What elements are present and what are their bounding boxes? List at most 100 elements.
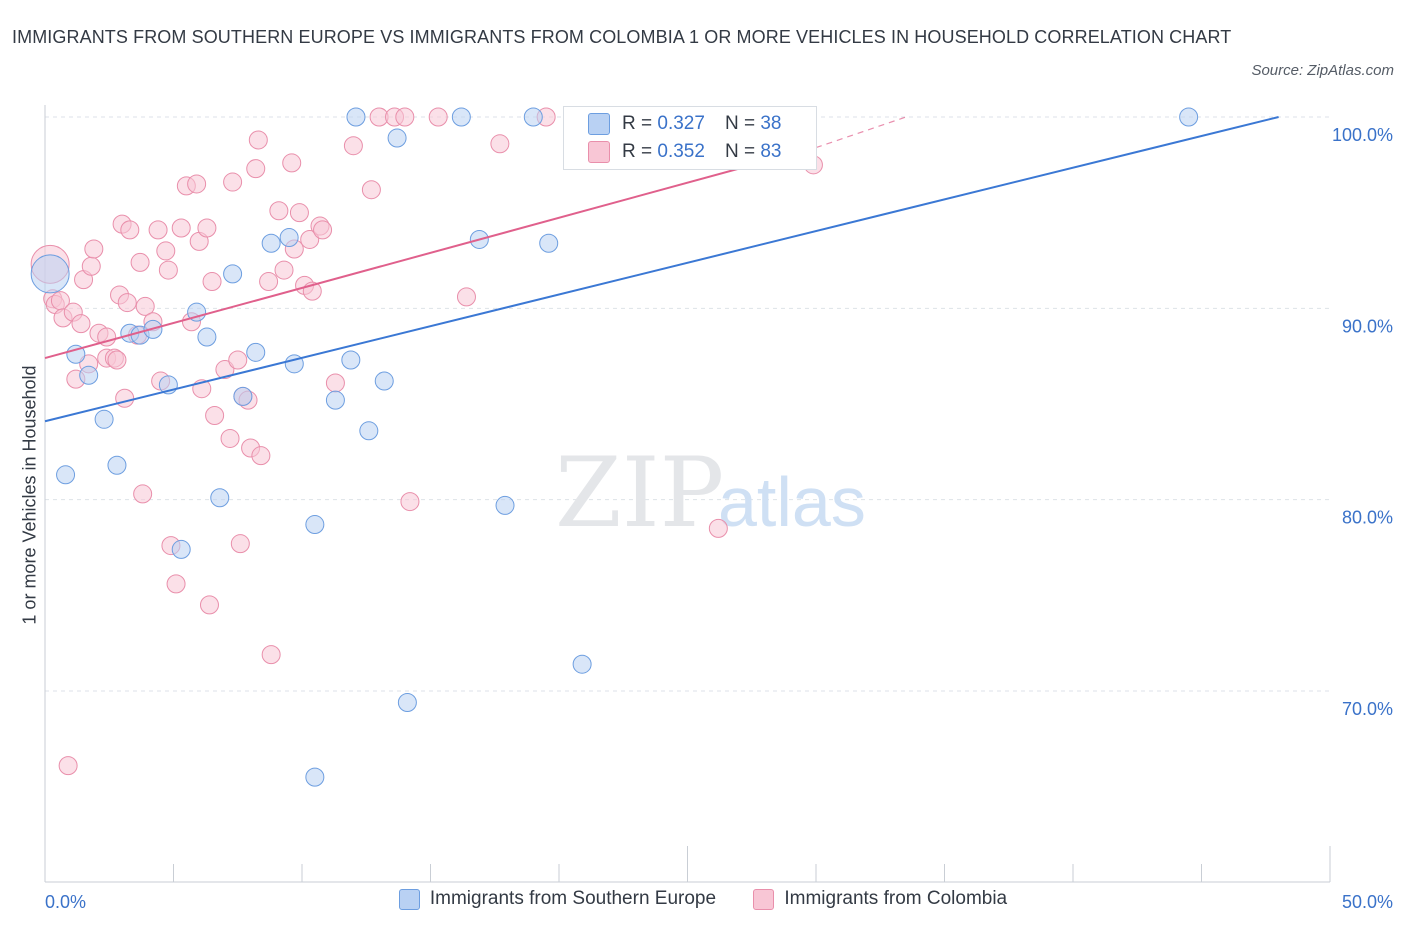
legend-swatch-blue xyxy=(398,888,420,910)
point-colombia xyxy=(202,272,222,292)
axes xyxy=(44,105,1331,883)
point-southern-europe xyxy=(397,692,417,712)
point-colombia xyxy=(400,492,420,512)
legend-item-southern-europe[interactable]: Immigrants from Southern Europe xyxy=(398,888,717,910)
y-tick-label: 100.0% xyxy=(1332,125,1393,145)
point-colombia xyxy=(223,172,243,192)
point-colombia xyxy=(228,350,248,370)
point-colombia xyxy=(456,287,476,307)
stats-n-label: N = xyxy=(724,113,756,134)
watermark: ZIP atlas xyxy=(555,437,866,549)
tick-labels: 100.0% 90.0% 80.0% 70.0% 0.0% 50.0% xyxy=(45,125,1393,912)
point-southern-europe xyxy=(279,228,299,248)
stats-r-label: R = xyxy=(622,113,653,134)
point-colombia xyxy=(120,220,140,240)
point-colombia xyxy=(133,484,153,504)
point-colombia xyxy=(313,220,333,240)
stats-box: R = 0.327 N = 38 R = 0.352 N = 83 xyxy=(563,106,817,170)
legend: Immigrants from Southern Europe Immigran… xyxy=(0,888,1406,916)
x-tick-label: 0.0% xyxy=(45,892,86,912)
stats-r-label: R = xyxy=(622,141,653,162)
point-southern-europe xyxy=(305,767,325,787)
point-southern-europe xyxy=(94,409,114,429)
point-colombia xyxy=(325,373,345,393)
point-colombia xyxy=(71,314,91,334)
point-colombia xyxy=(215,360,235,380)
point-colombia xyxy=(199,595,219,615)
point-southern-europe xyxy=(223,264,243,284)
y-tick-label: 90.0% xyxy=(1342,316,1393,336)
point-colombia xyxy=(261,645,281,665)
point-southern-europe xyxy=(374,371,394,391)
point-colombia xyxy=(251,446,271,466)
point-colombia xyxy=(708,518,728,538)
point-colombia xyxy=(428,107,448,127)
watermark-zip: ZIP xyxy=(555,437,724,549)
point-southern-europe xyxy=(325,390,345,410)
trendline-colombia xyxy=(44,146,817,360)
point-southern-europe xyxy=(359,421,379,441)
point-colombia xyxy=(220,428,240,448)
point-colombia xyxy=(395,107,415,127)
stats-swatch-blue xyxy=(588,113,610,135)
point-colombia xyxy=(205,405,225,425)
point-southern-europe xyxy=(451,107,471,127)
legend-item-colombia[interactable]: Immigrants from Colombia xyxy=(753,888,1007,910)
stats-r-value: 0.327 xyxy=(657,113,705,134)
point-colombia xyxy=(156,241,176,261)
point-colombia xyxy=(115,388,135,408)
point-southern-europe xyxy=(233,386,253,406)
legend-label: Immigrants from Southern Europe xyxy=(429,888,717,909)
y-axis-label: 1 or more Vehicles in Household xyxy=(19,365,40,625)
point-colombia xyxy=(135,296,155,316)
point-southern-europe xyxy=(1179,107,1199,127)
point-southern-europe xyxy=(210,488,230,508)
point-colombia xyxy=(84,239,104,259)
stats-n-label: N = xyxy=(724,141,756,162)
point-southern-europe xyxy=(187,302,207,322)
point-southern-europe xyxy=(107,455,127,475)
stats-row-colombia: R = 0.352 N = 83 xyxy=(564,138,816,166)
x-tick-label: 50.0% xyxy=(1342,892,1393,912)
legend-label: Immigrants from Colombia xyxy=(784,888,1008,909)
point-southern-europe xyxy=(341,350,361,370)
y-tick-label: 80.0% xyxy=(1342,508,1393,528)
point-colombia xyxy=(158,260,178,280)
trendline-colombia-extension xyxy=(815,116,907,149)
point-colombia xyxy=(230,534,250,554)
y-tick-label: 70.0% xyxy=(1342,699,1393,719)
point-southern-europe xyxy=(171,539,191,559)
stats-row-southern-europe: R = 0.327 N = 38 xyxy=(564,110,816,138)
point-southern-europe xyxy=(305,515,325,535)
point-colombia xyxy=(259,272,279,292)
point-colombia xyxy=(58,756,78,776)
point-southern-europe xyxy=(539,233,559,253)
point-colombia xyxy=(130,252,150,272)
point-southern-europe xyxy=(346,107,366,127)
point-southern-europe xyxy=(246,342,266,362)
stats-n-value: 38 xyxy=(760,113,782,134)
point-southern-europe xyxy=(572,654,592,674)
point-colombia xyxy=(81,256,101,276)
point-southern-europe xyxy=(523,107,543,127)
point-southern-europe xyxy=(79,365,99,385)
stats-n-value: 83 xyxy=(760,141,782,162)
point-colombia xyxy=(269,201,289,221)
point-colombia xyxy=(148,220,168,240)
point-colombia xyxy=(246,159,266,179)
point-southern-europe xyxy=(56,465,76,485)
source-label: Source: ZipAtlas.com xyxy=(1251,62,1394,79)
point-colombia xyxy=(107,350,127,370)
point-southern-europe xyxy=(197,327,217,347)
trendlines xyxy=(44,116,1279,423)
watermark-atlas: atlas xyxy=(718,463,866,541)
point-colombia xyxy=(282,153,302,173)
chart-title: IMMIGRANTS FROM SOUTHERN EUROPE VS IMMIG… xyxy=(12,27,1232,47)
colombia-points xyxy=(30,107,823,776)
point-colombia xyxy=(117,293,137,313)
point-colombia xyxy=(197,218,217,238)
point-southern-europe xyxy=(30,254,70,294)
point-southern-europe xyxy=(261,233,281,253)
trendline-southern-europe xyxy=(44,116,1279,423)
point-colombia xyxy=(274,260,294,280)
